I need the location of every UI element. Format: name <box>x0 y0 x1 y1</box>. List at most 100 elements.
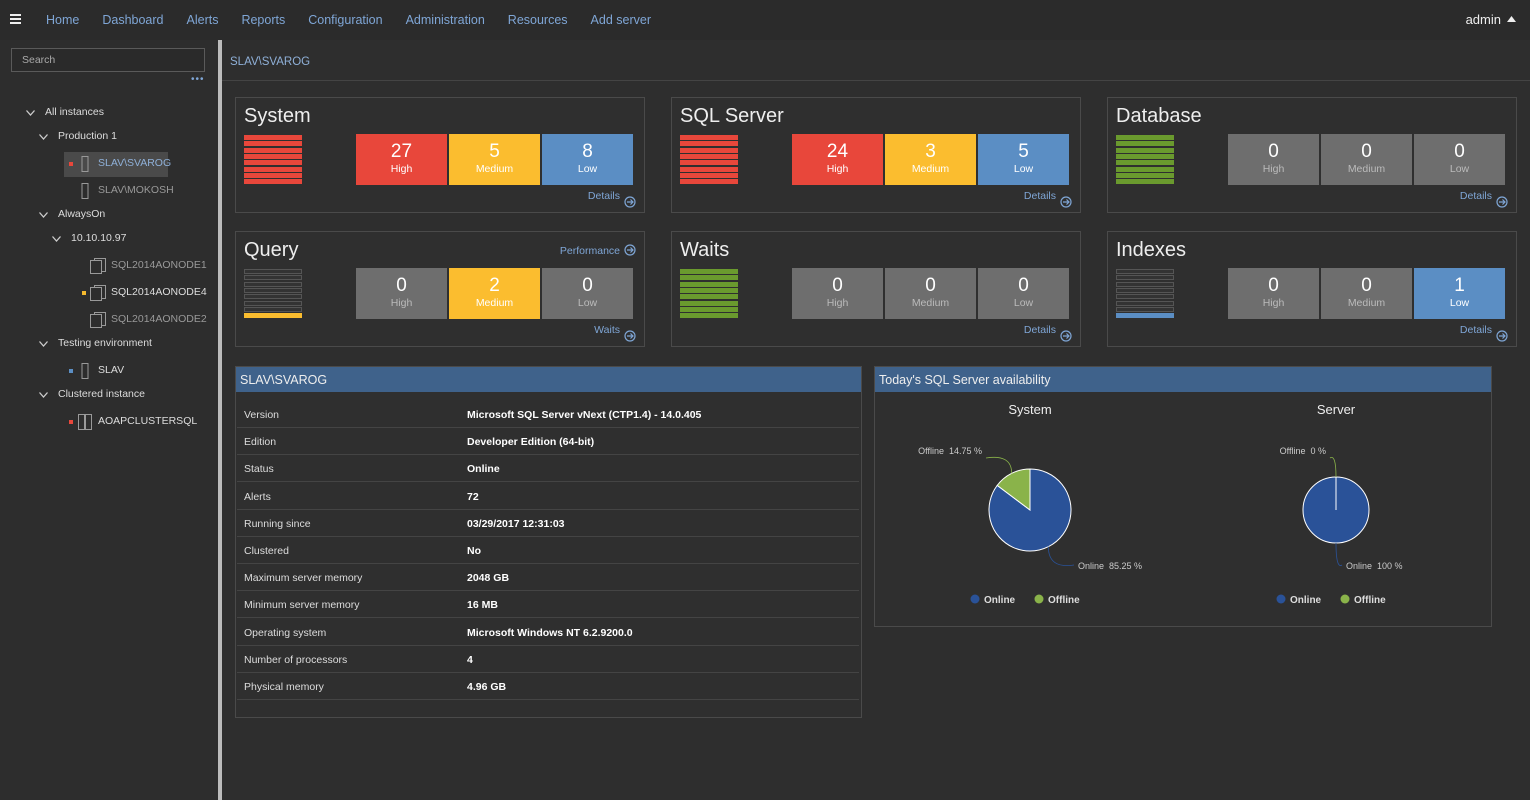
count-value: 0 <box>1454 141 1465 162</box>
severity-box[interactable]: 2 Medium <box>449 268 540 319</box>
tile-link[interactable]: Details <box>587 190 620 202</box>
tree-group[interactable]: Clustered instance <box>58 388 145 400</box>
icon-shape <box>90 314 102 328</box>
severity-box[interactable]: 0 Low <box>1414 134 1505 185</box>
severity-box[interactable]: 8 Low <box>542 134 633 185</box>
severity-box[interactable]: 0 Medium <box>885 268 976 319</box>
indicator-bar <box>1116 153 1174 159</box>
arrow-shape <box>1063 333 1070 339</box>
status-dot <box>82 291 86 295</box>
tree-node[interactable]: SQL2014AONODE2 <box>111 313 207 325</box>
arrow-icon <box>624 330 636 342</box>
legend-swatch <box>1034 594 1044 604</box>
tile-link[interactable]: Details <box>1023 324 1056 336</box>
severity-box[interactable]: 0 Medium <box>1321 134 1412 185</box>
severity-box[interactable]: 3 Medium <box>885 134 976 185</box>
arrow-shape <box>627 199 634 205</box>
indicator-bar <box>1116 172 1174 178</box>
chevron[interactable] <box>39 392 48 398</box>
menu-icon[interactable] <box>10 13 22 25</box>
severity-box[interactable]: 24 High <box>792 134 883 185</box>
arrow-shape <box>1499 199 1506 205</box>
indicator-bar <box>244 294 302 300</box>
tree-node[interactable]: SQL2014AONODE1 <box>111 259 207 271</box>
legend-label[interactable]: Online <box>1290 595 1322 606</box>
pie-slice <box>988 468 1072 552</box>
arrow-icon <box>1496 196 1508 208</box>
severity-box[interactable]: 0 Low <box>978 268 1069 319</box>
severity-box[interactable]: 5 Low <box>978 134 1069 185</box>
indicator-bar <box>680 141 738 147</box>
indicator-bar <box>680 135 738 140</box>
tile-title: SQL Server <box>680 105 784 127</box>
tree-node[interactable]: SLAV\MOKOSH <box>98 184 174 196</box>
breadcrumb[interactable]: SLAV\SVAROG <box>230 56 311 68</box>
tile-link[interactable]: Details <box>1023 190 1056 202</box>
tree-node[interactable]: SLAV\SVAROG <box>98 157 172 169</box>
tree-group[interactable]: All instances <box>45 106 104 118</box>
severity-box[interactable]: 0 High <box>792 268 883 319</box>
selection-highlight <box>64 152 168 177</box>
info-row: Alerts 72 <box>237 482 859 510</box>
nav-item[interactable]: Administration <box>405 13 485 27</box>
count-value: 0 <box>1361 275 1372 296</box>
nav-item[interactable]: Home <box>46 13 80 27</box>
tree-group[interactable]: Testing environment <box>58 337 152 349</box>
tree-node[interactable]: AOAPCLUSTERSQL <box>98 415 198 427</box>
legend-label[interactable]: Online <box>984 595 1016 606</box>
tree-node[interactable]: SLAV <box>98 364 125 376</box>
indicator-bar <box>244 275 302 281</box>
severity-box[interactable]: 0 Low <box>542 268 633 319</box>
severity-box[interactable]: 27 High <box>356 134 447 185</box>
tree-group[interactable]: AlwaysOn <box>58 208 106 220</box>
indicator-bar <box>244 300 302 306</box>
tree-group[interactable]: Production 1 <box>58 130 117 142</box>
count-label: Medium <box>1347 297 1386 309</box>
search-box[interactable]: Search <box>11 48 205 72</box>
chevron[interactable] <box>39 134 48 140</box>
tree-node[interactable]: SQL2014AONODE4 <box>111 286 207 298</box>
severity-box[interactable]: 0 High <box>356 268 447 319</box>
count-label: Low <box>1013 163 1034 175</box>
pie-slice <box>996 468 1031 512</box>
leader-line <box>1335 542 1343 566</box>
nav-item[interactable]: Configuration <box>308 13 383 27</box>
nav-item[interactable]: Dashboard <box>102 13 164 27</box>
chevron[interactable] <box>39 341 48 347</box>
info-value: Developer Edition (64-bit) <box>467 436 595 449</box>
splitter[interactable] <box>218 40 222 800</box>
info-key: Operating system <box>244 626 327 639</box>
tile-link[interactable]: Waits <box>594 324 620 336</box>
severity-box[interactable]: 5 Medium <box>449 134 540 185</box>
severity-box[interactable]: 0 Medium <box>1321 268 1412 319</box>
nav-item[interactable]: Add server <box>590 13 651 27</box>
tile-link[interactable]: Details <box>1459 190 1492 202</box>
tree-group[interactable]: 10.10.10.97 <box>71 232 127 244</box>
icon-shape <box>81 156 89 172</box>
indicator-bar <box>1116 294 1174 300</box>
slice-value: 85.25 % <box>1109 561 1142 571</box>
tile-link[interactable]: Details <box>1459 324 1492 336</box>
indicator-bar <box>680 160 738 166</box>
chart-title: System <box>1008 402 1051 417</box>
user-menu[interactable]: admin <box>1465 12 1501 27</box>
icon-shape <box>90 260 102 274</box>
more-button[interactable]: ••• <box>191 74 205 85</box>
tile-link[interactable]: Performance <box>559 245 620 257</box>
legend-label[interactable]: Offline <box>1354 595 1386 606</box>
indicator-bar <box>680 294 738 300</box>
chevron[interactable] <box>52 236 61 242</box>
chevron[interactable] <box>26 110 35 116</box>
severity-box[interactable]: 0 High <box>1228 134 1319 185</box>
nav-item[interactable]: Reports <box>241 13 286 27</box>
chevron[interactable] <box>39 212 48 218</box>
nav-item[interactable]: Alerts <box>186 13 219 27</box>
legend-label[interactable]: Offline <box>1048 595 1080 606</box>
severity-box[interactable]: 1 Low <box>1414 268 1505 319</box>
nav-item[interactable]: Resources <box>507 13 568 27</box>
indicator-bar <box>680 300 738 306</box>
node-icon <box>90 285 106 301</box>
indicator-bar <box>244 153 302 159</box>
severity-box[interactable]: 0 High <box>1228 268 1319 319</box>
count-label: Medium <box>911 297 950 309</box>
